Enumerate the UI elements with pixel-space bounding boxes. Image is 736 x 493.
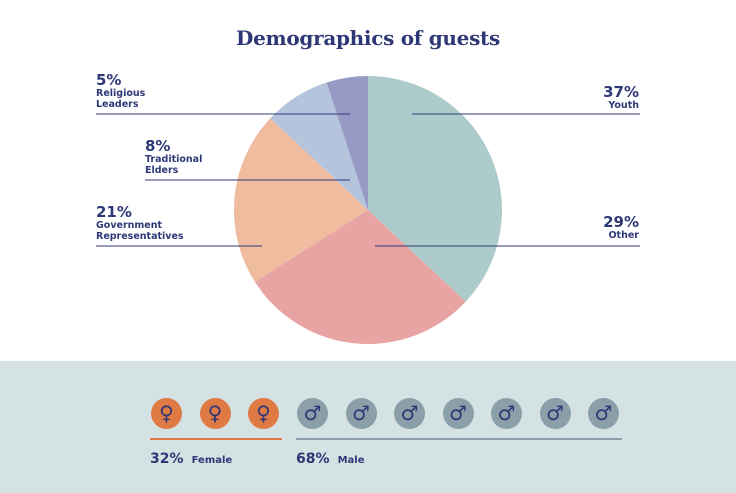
male-stat: 68% Male — [296, 448, 365, 467]
male-symbol-icon: ♂ — [539, 398, 571, 429]
male-label: Male — [337, 455, 365, 466]
religious-label-line2: Leaders — [96, 99, 139, 111]
elders-label-line1: Traditional — [145, 154, 203, 166]
government-label-line2: Representatives — [96, 231, 184, 243]
government-label-line1: Government — [96, 220, 163, 232]
other-label: Other — [608, 230, 639, 242]
female-percent: 32% — [150, 451, 184, 467]
female-label: Female — [191, 455, 233, 466]
gender-panel: ♀ ♀ ♀ ♂ ♂ ♂ ♂ ♂ ♂ ♂ 32% Female 68% Male — [0, 361, 736, 493]
male-percent: 68% — [296, 451, 330, 467]
male-bar — [296, 438, 622, 440]
label-other: 29% Other — [603, 213, 639, 242]
label-religious-leaders: 5% Religious Leaders — [96, 71, 146, 111]
slice-youth — [368, 76, 502, 302]
label-government-representatives: 21% Government Representatives — [96, 203, 184, 243]
male-symbol-icon: ♂ — [588, 398, 619, 429]
elders-label-line2: Elders — [145, 165, 179, 177]
elders-percent: 8% — [145, 137, 171, 155]
female-symbol-icon: ♀ — [248, 398, 279, 429]
male-symbol-icon: ♂ — [491, 398, 522, 429]
slice-religious-leaders — [326, 76, 368, 210]
chart-title: Demographics of guests — [236, 26, 500, 50]
female-symbol-icon: ♀ — [199, 398, 231, 429]
slice-government-representatives — [234, 118, 368, 282]
male-symbol-icon: ♂ — [394, 398, 425, 429]
other-percent: 29% — [603, 213, 639, 231]
youth-percent: 37% — [603, 83, 639, 101]
male-symbol-icon: ♂ — [297, 398, 328, 429]
pie-chart — [96, 76, 640, 344]
government-percent: 21% — [96, 203, 132, 221]
female-symbol-icon: ♀ — [151, 398, 182, 429]
slice-other — [254, 210, 466, 344]
male-symbol-icon: ♂ — [442, 398, 474, 429]
female-bar — [150, 438, 282, 440]
male-symbol-icon: ♂ — [345, 398, 377, 429]
religious-percent: 5% — [96, 71, 122, 89]
label-traditional-elders: 8% Traditional Elders — [145, 137, 203, 177]
youth-label: Youth — [608, 100, 639, 112]
religious-label-line1: Religious — [96, 88, 146, 100]
label-youth: 37% Youth — [603, 83, 639, 112]
female-stat: 32% Female — [150, 448, 232, 467]
